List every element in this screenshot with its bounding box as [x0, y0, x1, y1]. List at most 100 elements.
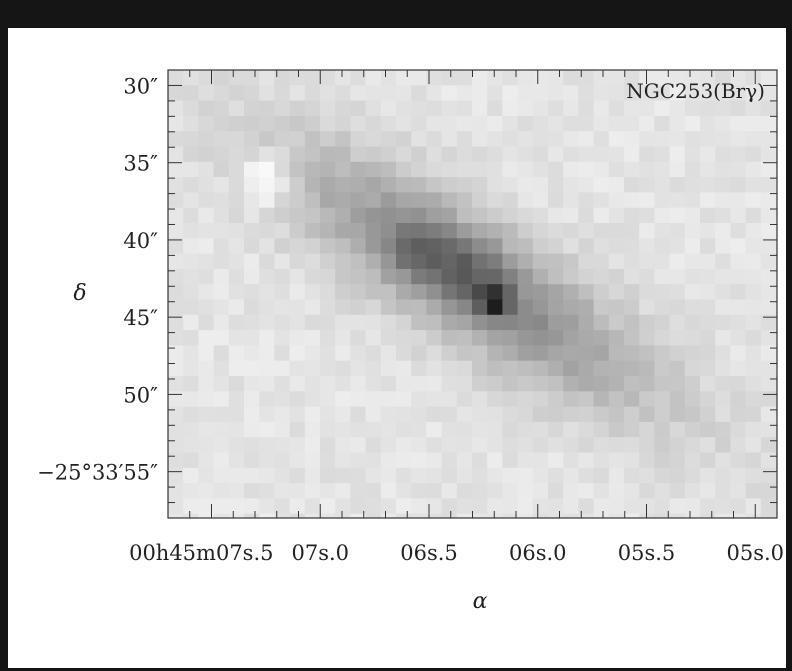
heatmap-cell	[776, 177, 777, 193]
heatmap-cell	[472, 146, 488, 163]
heatmap-cell	[517, 85, 534, 102]
heatmap-cell	[532, 284, 549, 301]
heatmap-cell	[183, 70, 199, 86]
heatmap-cell	[700, 177, 716, 193]
heatmap-cell	[472, 284, 488, 301]
heatmap-cell	[441, 330, 458, 346]
heatmap-cell	[244, 299, 260, 316]
heatmap-cell	[183, 284, 199, 301]
heatmap-cell	[548, 131, 564, 148]
heatmap-cell	[183, 207, 199, 224]
heatmap-cell	[517, 100, 534, 117]
heatmap-cell	[578, 513, 595, 518]
heatmap-cell	[624, 314, 640, 331]
heatmap-cell	[259, 268, 275, 285]
heatmap-cell	[426, 192, 443, 209]
heatmap-cell	[608, 131, 625, 148]
heatmap-cell	[669, 177, 686, 193]
heatmap-cell	[730, 268, 747, 285]
heatmap-cell	[335, 467, 351, 484]
heatmap-cell	[244, 345, 260, 362]
heatmap-cell	[213, 70, 230, 86]
heatmap-cell	[289, 360, 306, 377]
heatmap-cell	[228, 238, 245, 255]
heatmap-cell	[639, 330, 655, 346]
heatmap-cell	[487, 131, 503, 148]
heatmap-cell	[289, 253, 306, 270]
heatmap-cell	[183, 299, 199, 316]
heatmap-cell	[198, 330, 215, 346]
heatmap-cell	[441, 146, 458, 163]
heatmap-cell	[228, 452, 245, 469]
heatmap-cell	[456, 115, 473, 132]
heatmap-cell	[502, 330, 519, 346]
heatmap-cell	[365, 345, 382, 362]
heatmap-cell	[380, 437, 397, 454]
heatmap-cell	[684, 452, 701, 469]
heatmap-cell	[745, 223, 762, 239]
heatmap-cell	[320, 421, 336, 438]
heatmap-cell	[578, 483, 595, 499]
heatmap-cell	[700, 268, 716, 285]
heatmap-cell	[304, 360, 321, 377]
heatmap-cell	[760, 207, 777, 224]
heatmap-cell	[168, 115, 184, 132]
heatmap-cell	[456, 192, 473, 209]
heatmap-cell	[517, 360, 534, 377]
heatmap-cell	[304, 85, 321, 102]
heatmap-cell	[456, 406, 473, 423]
heatmap-cell	[776, 192, 777, 209]
heatmap-cell	[776, 284, 777, 301]
heatmap-cell	[684, 421, 701, 438]
heatmap-cell	[517, 467, 534, 484]
heatmap-cell	[517, 70, 534, 86]
heatmap-cell	[244, 391, 260, 408]
heatmap-cell	[441, 115, 458, 132]
heatmap-cell	[426, 345, 443, 362]
heatmap-cell	[426, 253, 443, 270]
heatmap-cell	[639, 284, 655, 301]
heatmap-cell	[593, 299, 610, 316]
heatmap-cell	[715, 238, 731, 255]
heatmap-cell	[198, 253, 215, 270]
heatmap-cell	[168, 146, 184, 163]
heatmap-cell	[608, 376, 625, 392]
heatmap-cell	[760, 100, 777, 117]
heatmap-cell	[198, 161, 215, 178]
heatmap-cell	[563, 391, 579, 408]
heatmap-cell	[426, 146, 443, 163]
heatmap-cell	[684, 85, 701, 102]
heatmap-cell	[730, 161, 747, 178]
heatmap-cell	[456, 452, 473, 469]
heatmap-cell	[320, 498, 336, 515]
heatmap-cell	[411, 207, 427, 224]
heatmap-cell	[472, 452, 488, 469]
heatmap-cell	[730, 406, 747, 423]
heatmap-cell	[274, 360, 291, 377]
heatmap-cell	[624, 299, 640, 316]
heatmap-cell	[654, 223, 671, 239]
heatmap-cell	[183, 421, 199, 438]
heatmap-cell	[624, 131, 640, 148]
heatmap-cell	[365, 421, 382, 438]
heatmap-cell	[730, 223, 747, 239]
heatmap-cell	[776, 238, 777, 255]
heatmap-cell	[715, 376, 731, 392]
heatmap-cell	[456, 483, 473, 499]
heatmap-cell	[563, 483, 579, 499]
heatmap-cell	[608, 192, 625, 209]
heatmap-cell	[532, 268, 549, 285]
heatmap-cell	[168, 345, 184, 362]
heatmap-cell	[441, 345, 458, 362]
heatmap-cell	[396, 345, 412, 362]
heatmap-cell	[411, 498, 427, 515]
heatmap-cell	[730, 284, 747, 301]
heatmap-cell	[304, 437, 321, 454]
heatmap-cell	[274, 284, 291, 301]
heatmap-cell	[684, 284, 701, 301]
heatmap-cell	[396, 238, 412, 255]
heatmap-cell	[289, 131, 306, 148]
heatmap-cell	[730, 146, 747, 163]
heatmap-cell	[411, 192, 427, 209]
heatmap-cell	[380, 314, 397, 331]
